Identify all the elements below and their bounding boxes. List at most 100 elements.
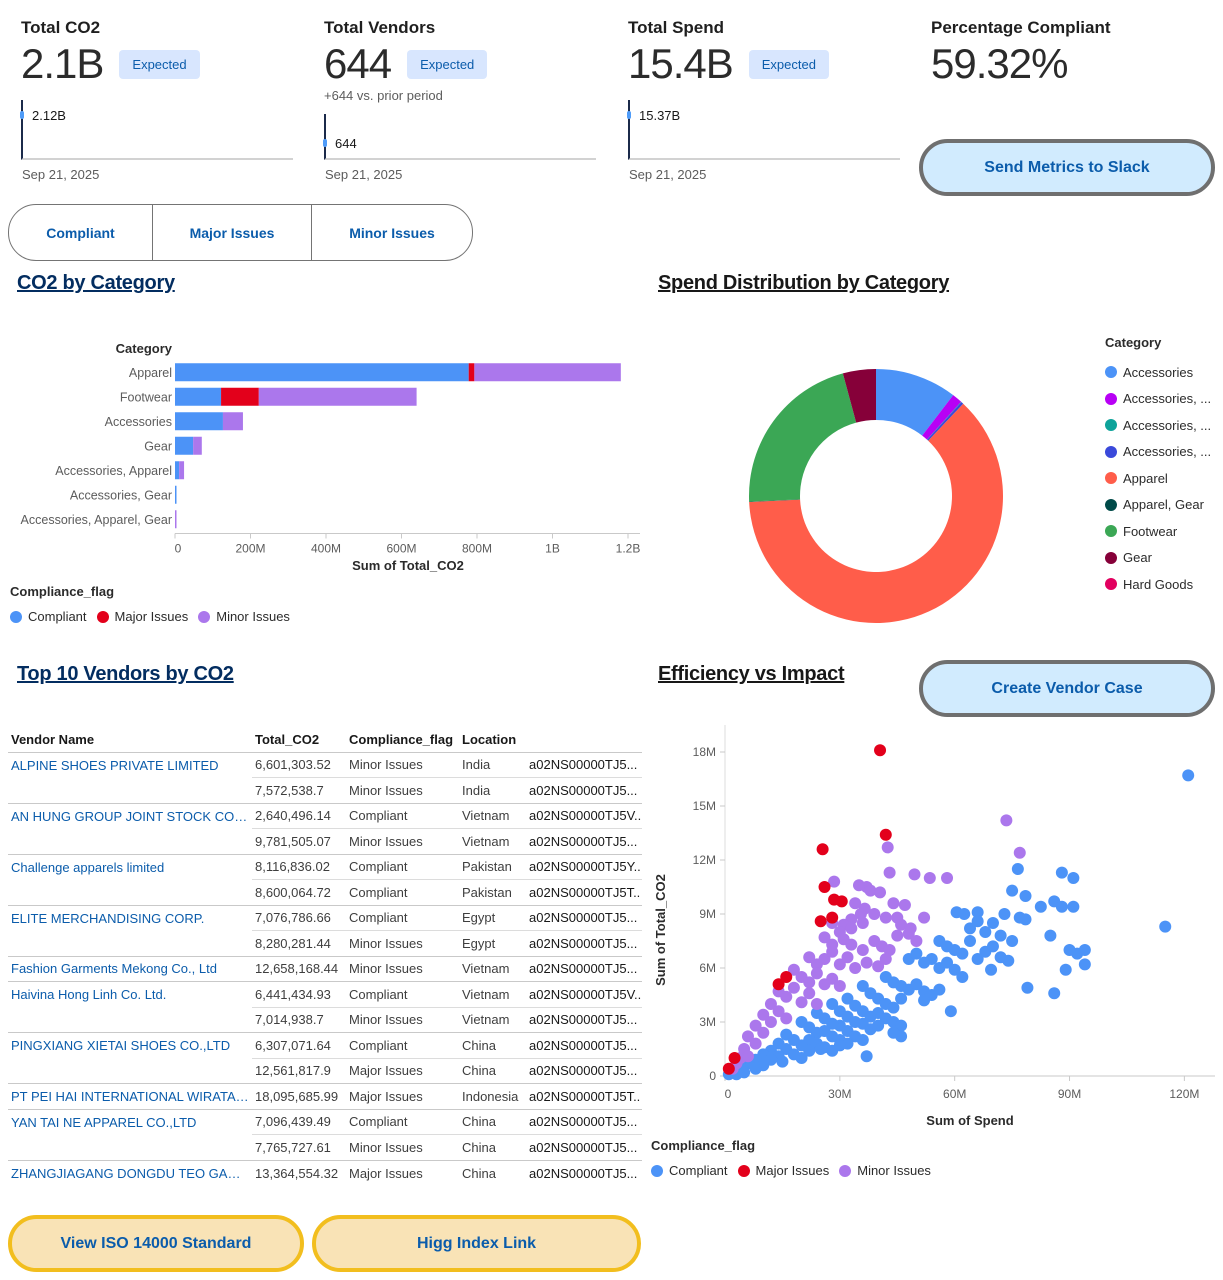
- scatter-point-major-issues[interactable]: [780, 971, 793, 983]
- scatter-point-compliant[interactable]: [810, 1026, 823, 1039]
- bar-segment-compliant[interactable]: [175, 363, 469, 382]
- scatter-point-compliant[interactable]: [849, 1016, 862, 1028]
- legend-item-compliant[interactable]: Compliant: [10, 609, 87, 624]
- scatter-point-compliant[interactable]: [1006, 935, 1019, 947]
- view-iso-14000-button[interactable]: View ISO 14000 Standard: [8, 1215, 304, 1272]
- cell-record-id[interactable]: a02NS00000TJ5...: [526, 1032, 642, 1058]
- scatter-point-minor-issues[interactable]: [864, 884, 877, 897]
- scatter-point-minor-issues[interactable]: [879, 953, 892, 965]
- scatter-point-compliant[interactable]: [964, 922, 976, 935]
- scatter-point-minor-issues[interactable]: [803, 976, 816, 989]
- scatter-point-compliant[interactable]: [944, 1005, 957, 1018]
- scatter-point-minor-issues[interactable]: [841, 951, 854, 964]
- scatter-point-compliant[interactable]: [860, 1050, 873, 1063]
- bar-segment-compliant[interactable]: [175, 387, 222, 406]
- scatter-point-minor-issues[interactable]: [879, 911, 892, 924]
- legend-item[interactable]: Accessories, ...: [1105, 386, 1211, 413]
- scatter-point-minor-issues[interactable]: [780, 1012, 793, 1025]
- scatter-point-compliant[interactable]: [1034, 900, 1047, 913]
- bar-segment-major-issues[interactable]: [468, 363, 475, 382]
- scatter-point-minor-issues[interactable]: [856, 944, 869, 956]
- donut-slice[interactable]: [749, 499, 801, 502]
- cell-record-id[interactable]: a02NS00000TJ5...: [526, 904, 642, 931]
- scatter-point-compliant[interactable]: [948, 963, 961, 976]
- scatter-point-minor-issues[interactable]: [757, 1026, 770, 1039]
- cell-record-id[interactable]: a02NS00000TJ5...: [526, 777, 642, 803]
- scatter-point-compliant[interactable]: [918, 994, 931, 1007]
- scatter-point-compliant[interactable]: [956, 971, 969, 983]
- legend-item[interactable]: Gear: [1105, 545, 1211, 572]
- scatter-point-compliant[interactable]: [956, 947, 969, 960]
- scatter-point-major-issues[interactable]: [816, 843, 829, 856]
- scatter-point-compliant[interactable]: [887, 1001, 900, 1014]
- scatter-point-compliant[interactable]: [964, 935, 976, 947]
- segment-compliant[interactable]: Compliant: [9, 205, 153, 260]
- cell-record-id[interactable]: a02NS00000TJ5...: [526, 828, 642, 854]
- scatter-point-compliant[interactable]: [1055, 866, 1068, 879]
- donut-slice[interactable]: [876, 369, 954, 436]
- segment-major-issues[interactable]: Major Issues: [153, 205, 312, 260]
- scatter-point-compliant[interactable]: [895, 1019, 908, 1032]
- cell-record-id[interactable]: a02NS00000TJ5T..: [526, 1083, 642, 1109]
- cell-record-id[interactable]: a02NS00000TJ5...: [526, 955, 642, 982]
- scatter-point-compliant[interactable]: [895, 1030, 908, 1043]
- col-vendor-name[interactable]: Vendor Name: [11, 732, 95, 748]
- cell-record-id[interactable]: a02NS00000TJ5...: [526, 1134, 642, 1160]
- bar-segment-minor-issues[interactable]: [222, 412, 243, 431]
- scatter-point-minor-issues[interactable]: [780, 990, 793, 1003]
- legend-item[interactable]: Apparel, Gear: [1105, 492, 1211, 519]
- scatter-point-compliant[interactable]: [826, 998, 839, 1010]
- donut-slice[interactable]: [926, 401, 962, 440]
- donut-slice[interactable]: [749, 403, 1003, 623]
- scatter-point-minor-issues[interactable]: [818, 953, 831, 965]
- scatter-point-minor-issues[interactable]: [787, 981, 800, 994]
- col-location[interactable]: Location: [462, 732, 517, 748]
- scatter-point-compliant[interactable]: [1055, 900, 1068, 913]
- scatter-point-minor-issues[interactable]: [787, 963, 800, 976]
- scatter-point-major-issues[interactable]: [728, 1052, 741, 1064]
- scatter-point-compliant[interactable]: [814, 1043, 827, 1055]
- scatter-point-compliant[interactable]: [872, 1019, 885, 1032]
- donut-slice[interactable]: [927, 402, 964, 441]
- scatter-point-minor-issues[interactable]: [898, 899, 911, 911]
- co2-by-category-title[interactable]: CO2 by Category: [17, 272, 175, 294]
- scatter-point-minor-issues[interactable]: [849, 962, 862, 974]
- legend-item[interactable]: Accessories, ...: [1105, 412, 1211, 439]
- scatter-point-compliant[interactable]: [998, 908, 1011, 920]
- cell-record-id[interactable]: a02NS00000TJ5...: [526, 1057, 642, 1084]
- legend-item-compliant[interactable]: Compliant: [651, 1163, 728, 1178]
- scatter-point-minor-issues[interactable]: [918, 911, 931, 924]
- donut-slice[interactable]: [922, 395, 962, 440]
- cell-record-id[interactable]: a02NS00000TJ5...: [526, 1159, 642, 1186]
- scatter-point-major-issues[interactable]: [772, 978, 785, 991]
- scatter-point-minor-issues[interactable]: [923, 872, 936, 884]
- legend-item[interactable]: Accessories: [1105, 359, 1211, 386]
- scatter-point-major-issues[interactable]: [835, 895, 848, 908]
- scatter-point-minor-issues[interactable]: [833, 958, 846, 971]
- scatter-point-minor-issues[interactable]: [803, 987, 816, 1000]
- scatter-point-compliant[interactable]: [958, 908, 971, 920]
- scatter-point-minor-issues[interactable]: [826, 945, 839, 958]
- create-vendor-case-button[interactable]: Create Vendor Case: [919, 660, 1215, 717]
- scatter-point-minor-issues[interactable]: [749, 1037, 762, 1050]
- scatter-point-compliant[interactable]: [1059, 963, 1072, 976]
- scatter-point-compliant[interactable]: [864, 1010, 877, 1023]
- top-vendors-title[interactable]: Top 10 Vendors by CO2: [17, 663, 234, 685]
- scatter-point-compliant[interactable]: [971, 915, 984, 928]
- vendor-name-link[interactable]: ZHANGJIAGANG DONGDU TEO GARME...: [8, 1159, 252, 1186]
- cell-record-id[interactable]: a02NS00000TJ5...: [526, 1006, 642, 1033]
- vendor-name-link[interactable]: Haivina Hong Linh Co. Ltd.: [8, 981, 252, 1007]
- scatter-point-minor-issues[interactable]: [1013, 846, 1026, 859]
- higg-index-link-button[interactable]: Higg Index Link: [312, 1215, 641, 1272]
- scatter-point-compliant[interactable]: [1019, 913, 1032, 926]
- cell-record-id[interactable]: a02NS00000TJ5V..: [526, 802, 642, 829]
- scatter-point-compliant[interactable]: [1159, 920, 1172, 933]
- scatter-point-compliant[interactable]: [985, 963, 998, 976]
- spend-distribution-title[interactable]: Spend Distribution by Category: [658, 272, 950, 294]
- scatter-point-major-issues[interactable]: [814, 915, 827, 928]
- scatter-point-minor-issues[interactable]: [803, 951, 816, 964]
- scatter-point-minor-issues[interactable]: [883, 866, 896, 879]
- scatter-point-minor-issues[interactable]: [902, 927, 915, 940]
- scatter-point-compliant[interactable]: [1044, 929, 1057, 942]
- scatter-point-minor-issues[interactable]: [764, 998, 777, 1010]
